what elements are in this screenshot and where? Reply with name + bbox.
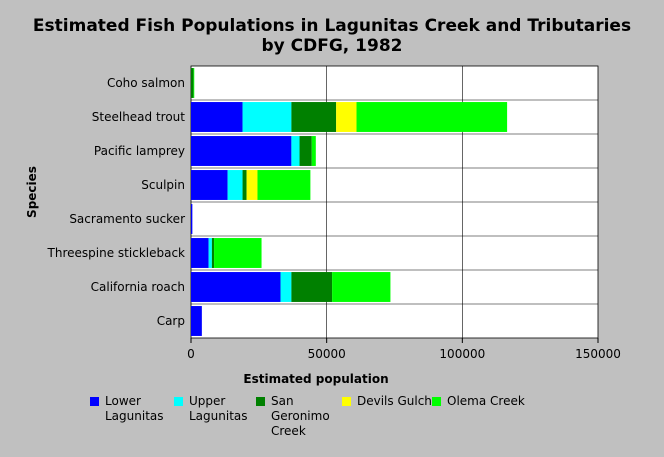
bar-segment (227, 170, 243, 200)
chart: Estimated Fish Populations in Lagunitas … (25, 16, 631, 386)
bar-segment (311, 136, 316, 166)
legend-label: Devils Gulch (357, 394, 432, 409)
bar-segment (242, 170, 247, 200)
legend-swatch (174, 397, 183, 406)
y-tick-label: Sculpin (141, 178, 185, 192)
bar-segment (336, 102, 357, 132)
legend-label-line: Olema Creek (447, 394, 525, 408)
y-tick-label: California roach (91, 280, 185, 294)
chart-title: Estimated Fish Populations in Lagunitas … (33, 16, 631, 36)
legend-item: Olema Creek (432, 394, 525, 409)
y-axis-title: Species (25, 166, 39, 218)
bar-segment (191, 204, 193, 234)
bar-segment (242, 102, 292, 132)
bar-segment (291, 102, 337, 132)
legend-item: Upper Lagunitas (174, 394, 248, 424)
legend-label-line: Lower (105, 394, 141, 408)
legend-label-line: Upper (189, 394, 226, 408)
bar-segment (193, 68, 195, 98)
legend-label: Upper Lagunitas (189, 394, 248, 424)
bar-segment (257, 170, 311, 200)
y-tick-label: Coho salmon (107, 76, 185, 90)
y-tick-label: Sacramento sucker (69, 212, 185, 226)
y-tick-label: Steelhead trout (92, 110, 186, 124)
legend-label-line: Geronimo (271, 409, 330, 423)
bar-segment (208, 238, 212, 268)
x-tick-label: 50000 (308, 347, 346, 361)
legend-label-line: Creek (271, 424, 306, 438)
bar-segment (191, 102, 243, 132)
bar-segment (191, 272, 281, 302)
legend-swatch (256, 397, 265, 406)
plot-frame (190, 65, 599, 339)
legend-label: San Geronimo Creek (271, 394, 330, 439)
x-tick-label: 0 (187, 347, 195, 361)
bar-segment (191, 238, 209, 268)
bar-segment (246, 170, 258, 200)
y-tick-label: Carp (157, 314, 185, 328)
legend-label: Lower Lagunitas (105, 394, 164, 424)
x-axis-title: Estimated population (243, 372, 388, 386)
legend-label-line: Devils Gulch (357, 394, 432, 408)
chart-subtitle: by CDFG, 1982 (261, 36, 402, 56)
bar-segment (191, 170, 228, 200)
bar-segment (356, 102, 508, 132)
bar-segment (191, 68, 194, 98)
bar-segment (280, 272, 292, 302)
bar-segment (191, 136, 292, 166)
bar-segment (211, 238, 215, 268)
legend-label-line: San (271, 394, 294, 408)
y-tick-label: Threespine stickleback (47, 246, 186, 260)
bar-segment (291, 136, 300, 166)
x-tick-label: 100000 (439, 347, 485, 361)
bar-segment (214, 238, 262, 268)
bar-segment (191, 306, 202, 336)
legend-swatch (432, 397, 441, 406)
bar-segment (299, 136, 312, 166)
legend-label-line: Lagunitas (105, 409, 164, 423)
bar-segment (332, 272, 391, 302)
y-tick-label: Pacific lamprey (94, 144, 185, 158)
legend-swatch (90, 397, 99, 406)
legend-swatch (342, 397, 351, 406)
legend-label-line: Lagunitas (189, 409, 248, 423)
legend-item: San Geronimo Creek (256, 394, 330, 439)
legend: Lower Lagunitas Upper Lagunitas San Geronimo C… (90, 394, 650, 444)
legend-item: Lower Lagunitas (90, 394, 164, 424)
legend-label: Olema Creek (447, 394, 525, 409)
bar-segment (291, 272, 333, 302)
legend-item: Devils Gulch (342, 394, 432, 409)
x-tick-label: 150000 (575, 347, 621, 361)
